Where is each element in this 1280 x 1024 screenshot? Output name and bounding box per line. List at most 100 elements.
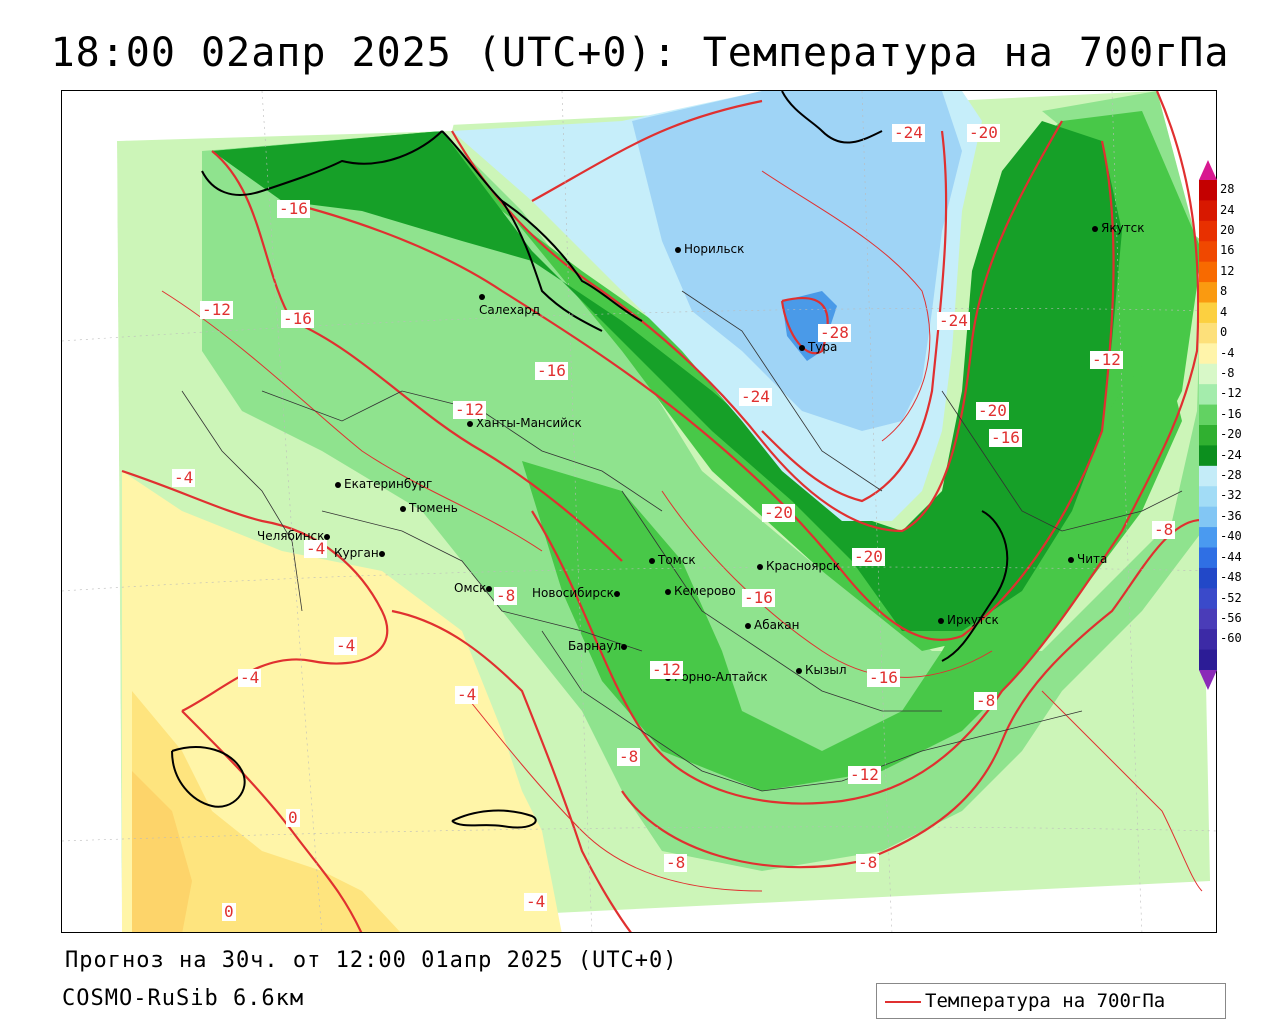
colorbar-segment: [1199, 608, 1217, 630]
colorbar-segment: [1199, 241, 1217, 263]
colorbar-segment: [1199, 220, 1217, 242]
colorbar-segment: [1199, 649, 1217, 671]
contour-label: -16: [535, 361, 568, 380]
colorbar-segment: [1199, 322, 1217, 344]
coastlines: [171, 91, 1009, 829]
no-data-se: [1125, 881, 1216, 932]
map-legend: Температура на 700гПа: [876, 983, 1226, 1019]
contour-label: -8: [856, 853, 880, 872]
isotherm-lines: [121, 91, 1211, 932]
contour-label: -4: [334, 636, 358, 655]
contour-label: -8: [617, 747, 641, 766]
colorbar-segment: [1199, 302, 1217, 324]
colorbar-tick-label: -24: [1220, 447, 1242, 462]
colorbar-tick-label: 20: [1220, 223, 1235, 238]
colorbar-tick-label: -48: [1220, 570, 1242, 585]
colorbar-segment: [1199, 363, 1217, 385]
colorbar-segment: [1199, 567, 1217, 589]
forecast-info: Прогноз на 30ч. от 12:00 01апр 2025 (UTC…: [65, 948, 678, 973]
contour-label: 0: [286, 808, 300, 827]
colorbar-segment: [1199, 629, 1217, 651]
contour-label: -20: [762, 503, 795, 522]
colorbar-segment: [1199, 261, 1217, 283]
city-barnaul: Барнаул: [568, 639, 630, 653]
city-tyumen: Тюмень: [400, 501, 458, 515]
contour-label: -24: [739, 387, 772, 406]
legend-line-swatch: [885, 1001, 921, 1003]
city-chelyabinsk: Челябинск: [257, 529, 333, 543]
city-salekhard: Салехард: [479, 289, 540, 317]
colorbar-segment: [1199, 588, 1217, 610]
city-tura: Тура: [799, 340, 837, 354]
contour-label: -16: [867, 668, 900, 687]
colorbar-segment: [1199, 404, 1217, 426]
contour-label: -20: [976, 401, 1009, 420]
colorbar-tick-label: 28: [1220, 182, 1235, 197]
green-mid-south: [522, 341, 1182, 791]
chart-title: 18:00 02апр 2025 (UTC+0): Температура на…: [50, 30, 1230, 76]
contour-label: -16: [742, 588, 775, 607]
contour-label: 0: [222, 902, 236, 921]
contour-label: -12: [200, 300, 233, 319]
contour-label: -28: [818, 323, 851, 342]
colorbar-segment: [1199, 506, 1217, 528]
colorbar-segment: [1199, 200, 1217, 222]
warm-zone: [122, 471, 562, 932]
contour-label: -16: [989, 428, 1022, 447]
colorbar-tick-label: -36: [1220, 508, 1242, 523]
map-area[interactable]: Норильск Салехард Тура Якутск Ханты-Манс…: [61, 90, 1217, 933]
colorbar-tick-label: -20: [1220, 427, 1242, 442]
contour-label: -4: [238, 668, 262, 687]
colorbar-tick-label: -4: [1220, 345, 1235, 360]
contour-label: -12: [650, 660, 683, 679]
contour-label: -4: [524, 892, 548, 911]
no-data-ne: [1102, 91, 1216, 169]
warm-zone-core: [132, 691, 401, 932]
colorbar-segment: [1199, 343, 1217, 365]
city-irkutsk: Иркутск: [938, 613, 999, 627]
contour-label: -12: [453, 400, 486, 419]
temperature-field: [62, 91, 1216, 932]
colorbar-segment: [1199, 180, 1217, 201]
contour-label: -24: [892, 123, 925, 142]
colorbar-tick-label: -28: [1220, 468, 1242, 483]
contour-label: -4: [304, 539, 328, 558]
colorbar-segment: [1199, 384, 1217, 406]
city-kyzyl: Кызыл: [796, 663, 847, 677]
colorbar-tick-label: -12: [1220, 386, 1242, 401]
colorbar-max-arrow: [1199, 160, 1217, 180]
city-omsk: Омск: [454, 581, 495, 595]
colorbar-segment: [1199, 425, 1217, 446]
city-khanty-mansiysk: Ханты-Мансийск: [467, 416, 582, 430]
green-dark-zone: [212, 121, 1122, 631]
colorbar-segment: [1199, 547, 1217, 569]
contour-label: -4: [172, 468, 196, 487]
colorbar-tick-label: -40: [1220, 529, 1242, 544]
legend-label: Температура на 700гПа: [925, 990, 1166, 1012]
colorbar-segment: [1199, 445, 1217, 467]
city-krasnoyarsk: Красноярск: [757, 559, 840, 573]
contour-label: -8: [1152, 520, 1176, 539]
no-data-nw: [62, 91, 462, 151]
colorbar-tick-label: -60: [1220, 631, 1242, 646]
contour-label: -20: [967, 123, 1000, 142]
contour-label: -8: [974, 691, 998, 710]
graticule: [62, 91, 1216, 932]
contour-label: -16: [277, 199, 310, 218]
contour-label: -4: [455, 685, 479, 704]
warm-zone-hot: [132, 771, 192, 932]
colorbar-tick-label: 4: [1220, 304, 1228, 319]
city-norilsk: Норильск: [675, 242, 744, 256]
color-scale-bar: [1199, 160, 1217, 690]
colorbar-tick-label: -56: [1220, 610, 1242, 625]
model-name: COSMO-RuSib 6.6км: [62, 986, 305, 1011]
colorbar-tick-label: 8: [1220, 284, 1228, 299]
colorbar-segment: [1199, 465, 1217, 487]
contour-label: -20: [852, 547, 885, 566]
city-chita: Чита: [1068, 552, 1107, 566]
colorbar-min-arrow: [1199, 670, 1217, 690]
colorbar-tick-label: -16: [1220, 406, 1242, 421]
contour-label: -16: [281, 309, 314, 328]
no-data-sw: [62, 141, 122, 932]
city-novosibirsk: Новосибирск: [532, 586, 623, 600]
